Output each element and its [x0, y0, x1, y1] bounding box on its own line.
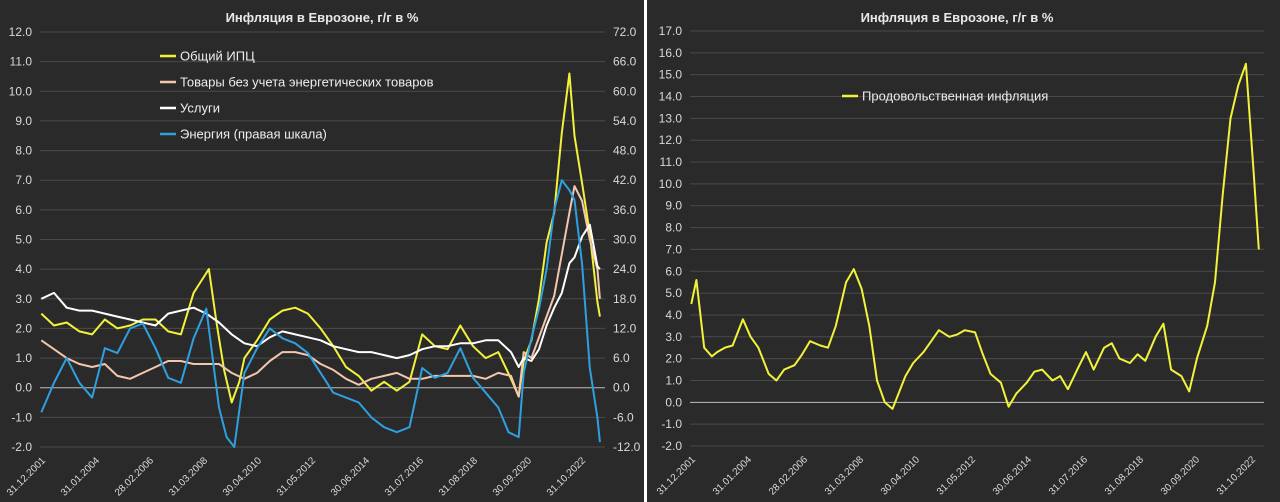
x-tick-label: 31.10.2022	[1215, 454, 1258, 497]
x-tick-label: 31.12.2001	[5, 455, 48, 498]
x-tick-label: 30.04.2010	[221, 455, 264, 498]
y2-tick-label: 0.0	[613, 381, 630, 395]
y-tick-label: 8.0	[15, 144, 32, 158]
x-tick-label: 31.08.2018	[1103, 454, 1146, 497]
y-tick-label: 8.0	[665, 221, 682, 235]
legend-label: Энергия (правая шкала)	[180, 127, 327, 142]
x-tick-label: 31.07.2016	[1047, 454, 1090, 497]
x-tick-label: 31.10.2022	[545, 455, 588, 498]
x-tick-label: 31.12.2001	[655, 454, 698, 497]
y-tick-label: 1.0	[665, 373, 682, 387]
series-line	[40, 223, 601, 368]
chart-title: Инфляция в Еврозоне, г/г в %	[861, 10, 1054, 25]
y-tick-label: 9.0	[665, 199, 682, 213]
y-tick-label: 2.0	[665, 352, 682, 366]
y-tick-label: 11.0	[660, 155, 683, 169]
y-tick-label: -1.0	[661, 417, 682, 431]
x-tick-label: 31.05.2012	[275, 455, 318, 498]
chart-right: Инфляция в Еврозоне, г/г в % 17.0 16.0 15.…	[655, 10, 1264, 498]
y2-tick-label: -6.0	[613, 410, 634, 424]
y2-tick-label: -12.0	[613, 440, 641, 454]
y2-tick-label: 30.0	[613, 233, 637, 247]
chart-left: Инфляция в Еврозоне, г/г в % 12.0 11.0 10.…	[5, 10, 641, 499]
y-tick-label: 13.0	[659, 111, 683, 125]
chart-panel-right: Инфляция в Еврозоне, г/г в % 17.0 16.0 15.…	[647, 0, 1280, 502]
x-tick-label: 31.01.2004	[59, 455, 102, 498]
y2-tick-label: 24.0	[613, 262, 637, 276]
y-tick-label: 12.0	[659, 133, 683, 147]
series-line	[40, 179, 601, 448]
y-tick-label: 7.0	[665, 242, 682, 256]
y-tick-label: 4.0	[665, 308, 682, 322]
y-tick-label: 3.0	[15, 292, 32, 306]
series-line	[690, 62, 1260, 410]
y2-tick-label: 60.0	[613, 84, 637, 98]
y-tick-label: 5.0	[665, 286, 682, 300]
x-tick-label: 31.08.2018	[437, 455, 480, 498]
x-tick-label: 30.09.2020	[1159, 454, 1202, 497]
y-tick-label: 16.0	[659, 46, 683, 60]
x-tick-label: 30.06.2014	[329, 455, 372, 498]
legend-label: Товары без учета энергетических товаров	[180, 75, 434, 90]
y-tick-label: 11.0	[10, 55, 33, 69]
y-tick-label: 4.0	[15, 262, 32, 276]
y-tick-label: -2.0	[11, 440, 32, 454]
y2-tick-label: 42.0	[613, 173, 637, 187]
y2-tick-label: 18.0	[613, 292, 637, 306]
y-tick-label: 1.0	[15, 351, 32, 365]
y-tick-label: 7.0	[15, 173, 32, 187]
x-tick-label: 30.09.2020	[491, 455, 534, 498]
y-tick-label: 6.0	[665, 264, 682, 278]
series-line	[40, 72, 601, 404]
series-line	[40, 185, 601, 398]
x-tick-label: 31.05.2012	[935, 454, 978, 497]
y-tick-label: 5.0	[15, 233, 32, 247]
y-tick-label: -2.0	[661, 439, 682, 453]
y2-tick-label: 36.0	[613, 203, 637, 217]
x-tick-label: 31.03.2008	[823, 454, 866, 497]
x-tick-label: 31.03.2008	[167, 455, 210, 498]
x-tick-label: 31.01.2004	[711, 454, 754, 497]
y-tick-label: 2.0	[15, 321, 32, 335]
x-tick-label: 30.04.2010	[879, 454, 922, 497]
legend-label: Услуги	[180, 101, 220, 116]
y-tick-label: 15.0	[659, 68, 683, 82]
y2-tick-label: 12.0	[613, 321, 637, 335]
y2-tick-label: 6.0	[613, 351, 630, 365]
x-tick-label: 28.02.2006	[767, 454, 810, 497]
y-tick-label: 17.0	[659, 24, 683, 38]
y-tick-label: 12.0	[9, 25, 33, 39]
y2-tick-label: 66.0	[613, 55, 637, 69]
x-tick-label: 30.06.2014	[991, 454, 1034, 497]
y-tick-label: 14.0	[659, 90, 683, 104]
y-tick-label: 10.0	[9, 84, 33, 98]
y-tick-label: 6.0	[15, 203, 32, 217]
legend-label: Продовольственная инфляция	[862, 89, 1048, 104]
y2-tick-label: 48.0	[613, 144, 637, 158]
y-tick-label: 0.0	[665, 395, 682, 409]
y-tick-label: -1.0	[11, 410, 32, 424]
chart-panel-left: Инфляция в Еврозоне, г/г в % 12.0 11.0 10.…	[0, 0, 644, 502]
y-tick-label: 10.0	[659, 177, 683, 191]
y-tick-label: 9.0	[15, 114, 32, 128]
x-tick-label: 28.02.2006	[113, 455, 156, 498]
legend-label: Общий ИПЦ	[180, 49, 255, 64]
y-tick-label: 3.0	[665, 330, 682, 344]
y2-tick-label: 54.0	[613, 114, 637, 128]
chart-title: Инфляция в Еврозоне, г/г в %	[226, 10, 419, 25]
y2-tick-label: 72.0	[613, 25, 637, 39]
y-tick-label: 0.0	[15, 381, 32, 395]
x-tick-label: 31.07.2016	[383, 455, 426, 498]
